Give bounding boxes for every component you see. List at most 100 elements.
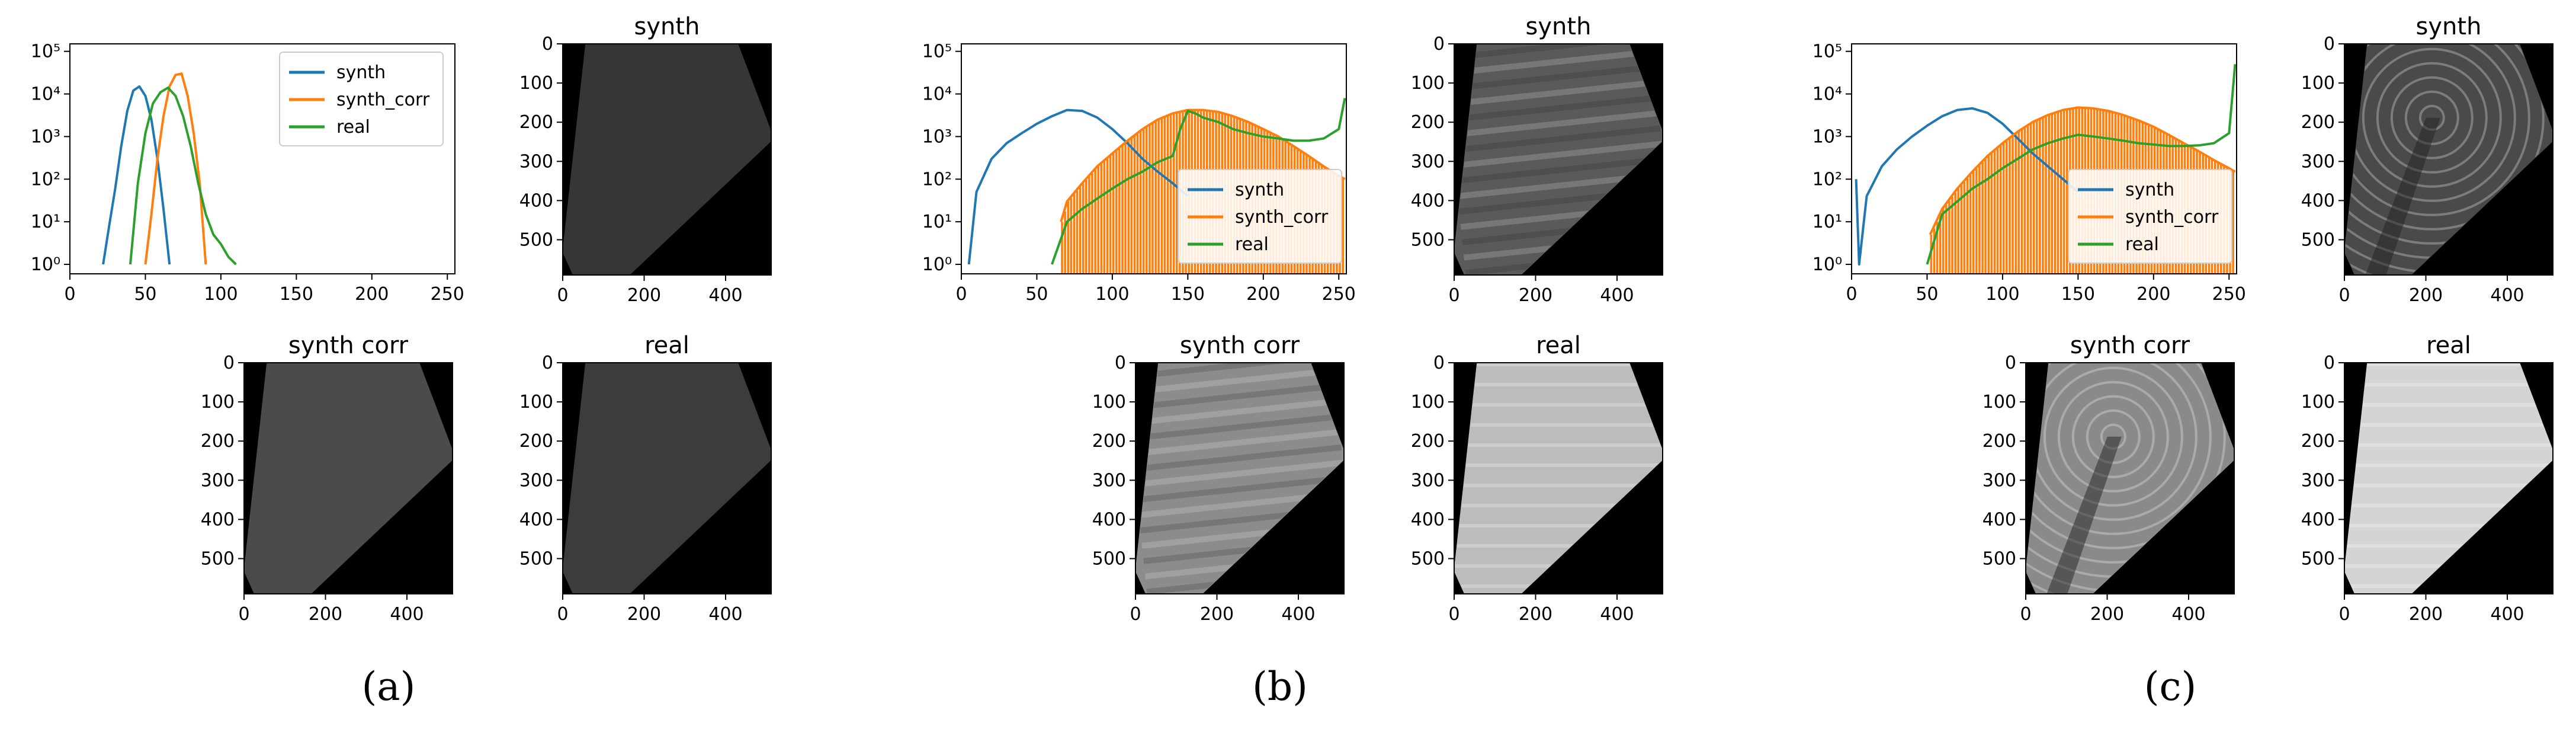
y-tick-label: 200 xyxy=(1982,431,2016,452)
synth-corr-bar xyxy=(1999,145,2002,274)
x-tick-label: 200 xyxy=(2136,284,2170,305)
ring xyxy=(2362,47,2502,188)
image-frame xyxy=(243,362,453,594)
y-tick-label: 400 xyxy=(519,190,553,211)
x-tick-label: 150 xyxy=(1171,284,1205,305)
x-tick-label: 200 xyxy=(309,604,342,625)
synth-corr-bar xyxy=(1130,138,1133,274)
x-tick-label: 400 xyxy=(1281,604,1315,625)
image-outline xyxy=(2025,362,2235,594)
synth-corr-bar xyxy=(2042,117,2044,274)
x-tick-label: 200 xyxy=(355,284,389,305)
x-tick-label: 0 xyxy=(2338,285,2350,306)
y-tick-label: 300 xyxy=(2301,470,2335,491)
synth-corr-bar xyxy=(1945,204,1948,274)
ring xyxy=(2071,395,2155,478)
band xyxy=(2344,463,2553,467)
stripe xyxy=(1454,140,1662,169)
y-tick-label: 400 xyxy=(201,509,235,530)
band xyxy=(1454,383,1663,386)
synth-corr-bar xyxy=(1984,159,1987,274)
y-tick-label: 10² xyxy=(1812,169,1842,190)
ring xyxy=(2026,363,2212,535)
y-tick-label: 10² xyxy=(922,169,952,190)
synth-corr-bar xyxy=(1172,113,1175,274)
image-frame xyxy=(2025,362,2235,594)
x-tick-label: 200 xyxy=(1519,604,1552,625)
y-tick-label: 500 xyxy=(2301,549,2335,570)
y-tick-label: 200 xyxy=(1092,431,1126,452)
synth-corr-bar xyxy=(1948,200,1951,274)
x-tick-label: 250 xyxy=(1322,284,1356,305)
x-tick-label: 200 xyxy=(627,285,661,306)
series-real-line xyxy=(1926,64,2237,265)
band xyxy=(2344,423,2553,427)
legend-label-real: real xyxy=(1235,234,1269,255)
y-tick-label: 500 xyxy=(1092,549,1126,570)
synth-corr-bar xyxy=(1070,197,1073,274)
x-tick-label: 400 xyxy=(1600,285,1634,306)
y-tick-label: 0 xyxy=(542,353,553,373)
synth-corr-bar xyxy=(2032,122,2035,274)
y-tick-label: 500 xyxy=(519,230,553,251)
image-title: synth xyxy=(1526,13,1592,40)
y-tick-label: 400 xyxy=(519,509,553,530)
x-tick-label: 400 xyxy=(2171,604,2205,625)
y-tick-label: 200 xyxy=(2301,112,2335,133)
y-tick-label: 500 xyxy=(519,549,553,570)
band xyxy=(1454,463,1663,467)
image-frame xyxy=(2344,362,2553,594)
ring xyxy=(2086,409,2141,464)
synth-corr-bar xyxy=(1975,168,1978,274)
panel-b-image-real: real 0 200 400 0 100 200 300 400 500 xyxy=(1411,332,1663,625)
x-tick-label: 200 xyxy=(1519,285,1552,306)
synth-corr-bar xyxy=(1936,222,1939,274)
panel-c-image-synth: synth 0 200 400 0 100 200 300 400 500 xyxy=(2301,13,2553,306)
spoke xyxy=(2365,117,2440,275)
synth-corr-bar xyxy=(1342,177,1344,274)
synth-corr-bar xyxy=(1169,114,1172,274)
y-tick-label: 100 xyxy=(201,392,235,413)
y-tick-label: 400 xyxy=(1411,190,1445,211)
series-synth-corr-line xyxy=(1060,108,1346,222)
image-outline xyxy=(1454,362,1663,594)
ring xyxy=(2404,90,2459,145)
y-tick-label: 10⁰ xyxy=(31,254,60,275)
synth-corr-bar xyxy=(1154,122,1157,274)
synth-corr-bar xyxy=(2045,116,2047,274)
x-tick-label: 0 xyxy=(2338,604,2350,625)
synth-corr-bar xyxy=(2009,138,2011,274)
stripe xyxy=(1135,444,1342,472)
histogram-frame xyxy=(1851,43,2237,274)
panel-b-image-synth: synth 0 200 400 0 100 200 300 400 500 xyxy=(1411,13,1663,306)
stripe xyxy=(1135,398,1337,426)
synth-corr-bar xyxy=(2057,112,2059,274)
y-tick-label: 10³ xyxy=(31,126,60,147)
image-title: real xyxy=(644,332,689,359)
band xyxy=(2344,403,2553,407)
panel-c-image-synth-corr: synth corr 0 200 400 0 100 200 300 400 500 xyxy=(1982,332,2235,625)
synth-corr-bar xyxy=(1073,194,1076,274)
synth-corr-bar xyxy=(1954,193,1956,274)
y-tick-label: 300 xyxy=(1092,470,1126,491)
histogram-frame xyxy=(961,43,1347,274)
x-tick-label: 0 xyxy=(1448,285,1459,306)
x-tick-label: 100 xyxy=(1095,284,1129,305)
y-tick-label: 200 xyxy=(519,112,553,133)
synth-corr-bar xyxy=(2051,114,2054,274)
ring xyxy=(2344,44,2545,231)
synth-corr-bar xyxy=(1097,166,1100,274)
stripe xyxy=(1135,414,1339,442)
x-tick-label: 400 xyxy=(1600,604,1634,625)
synth-corr-bar xyxy=(1079,187,1082,274)
stripe xyxy=(1135,363,1332,381)
image-frame xyxy=(1135,362,1345,594)
x-tick-label: 100 xyxy=(1985,284,2019,305)
synth-corr-bar xyxy=(1115,151,1118,274)
stripe xyxy=(1135,367,1334,396)
y-tick-label: 200 xyxy=(519,431,553,452)
synth-corr-bar xyxy=(1157,119,1160,274)
x-tick-label: 200 xyxy=(1200,604,1234,625)
synth-corr-bar xyxy=(1987,156,1990,274)
